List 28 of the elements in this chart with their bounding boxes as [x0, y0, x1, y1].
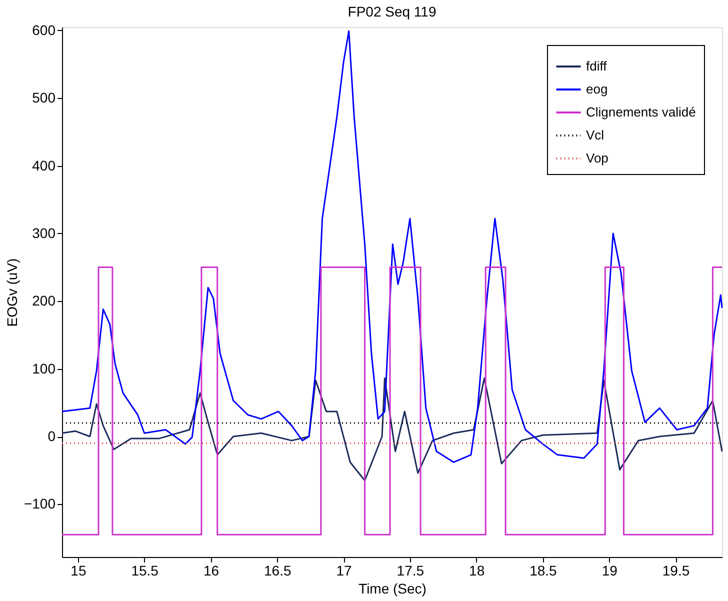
x-tick-label: 18.5	[530, 562, 558, 578]
legend-label: eog	[586, 82, 608, 96]
line-series	[61, 30, 723, 463]
x-tick-label: 15.5	[131, 562, 159, 578]
x-axis-title: Time (Sec)	[358, 580, 426, 596]
x-tick-label: 19.5	[662, 562, 690, 578]
y-tick-label: 500	[32, 90, 56, 106]
y-tick-label: 100	[32, 360, 56, 376]
x-tick-label: 16.5	[264, 562, 292, 578]
legend-label: Clignements validé	[586, 104, 696, 120]
y-tick-label: −100	[24, 496, 56, 512]
y-tick-label: 600	[32, 22, 56, 38]
y-tick-label: 300	[32, 224, 56, 241]
x-tick-label: 16	[203, 562, 220, 578]
legend-label: Vop	[586, 150, 608, 166]
y-tick-label: 400	[32, 157, 56, 174]
x-tick-label: 15	[70, 562, 86, 578]
y-tick-label: 200	[32, 292, 56, 309]
x-tick-label: 17.5	[396, 562, 424, 578]
line-series	[61, 378, 723, 482]
x-tick-label: 19	[602, 562, 618, 578]
chart-title: FP02 Seq 119	[348, 3, 436, 20]
x-tick-label: 18	[469, 562, 485, 578]
y-tick-label: 0	[48, 428, 56, 444]
y-axis-title: EOGv (uV)	[4, 258, 20, 327]
legend-label: Vcl	[586, 128, 604, 142]
legend-label: fdiff	[586, 58, 608, 74]
x-tick-label: 17	[336, 562, 352, 578]
